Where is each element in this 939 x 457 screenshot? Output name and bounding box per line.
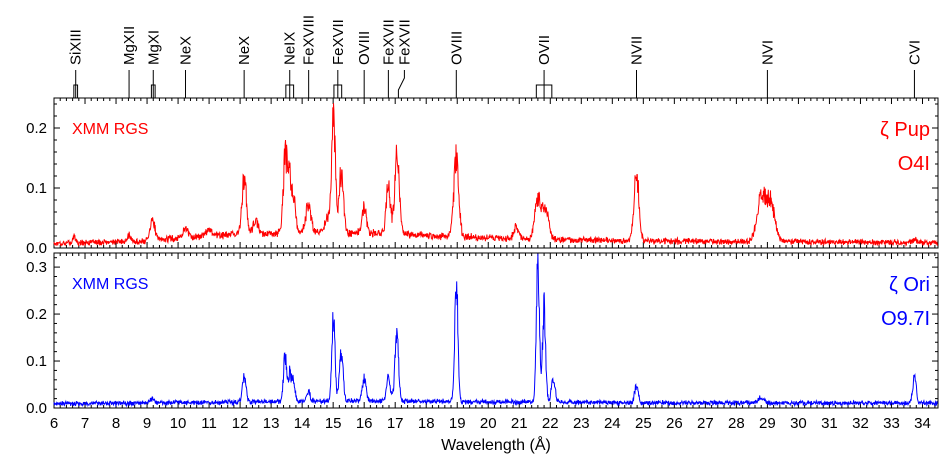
x-tick-label: 21	[511, 415, 528, 432]
line-id-label: OVIII	[356, 31, 373, 65]
x-tick-label: 19	[449, 415, 466, 432]
zeta-ori-spectral-type: O9.7I	[881, 308, 930, 330]
line-id-label: OVIII	[448, 31, 465, 65]
x-tick-label: 8	[112, 415, 120, 432]
x-tick-label: 9	[143, 415, 151, 432]
x-tick-label: 26	[666, 415, 683, 432]
line-id-label: MgXI	[145, 30, 162, 65]
zeta-pup-star-name: ζ Pup	[880, 119, 930, 141]
line-id-label: SiXIII	[68, 29, 85, 65]
x-tick-label: 20	[480, 415, 497, 432]
x-tick-label: 22	[542, 415, 559, 432]
x-tick-label: 12	[232, 415, 249, 432]
line-id-connector	[397, 70, 405, 98]
x-tick-label: 18	[418, 415, 435, 432]
y-tick-label: 0.2	[26, 306, 47, 323]
x-tick-label: 33	[883, 415, 900, 432]
line-id-label: FeXVII	[380, 19, 397, 65]
line-id-label: OVII	[536, 35, 553, 65]
zeta-ori-spectrum-line	[53, 253, 938, 408]
zeta-ori-panel-frame	[53, 252, 939, 409]
x-tick-label: 15	[325, 415, 342, 432]
x-tick-label: 32	[852, 415, 869, 432]
zeta-ori-instrument-label: XMM RGS	[72, 276, 148, 293]
x-tick-label: 24	[604, 415, 621, 432]
line-id-label: CVI	[906, 40, 923, 65]
x-tick-label: 7	[81, 415, 89, 432]
zeta-ori-panel: 0.0 0.1 0.2 0.3 XMM RGS ζ Ori O9.7I	[26, 252, 939, 417]
line-id-label: NeIX	[282, 32, 299, 65]
zeta-pup-instrument-label: XMM RGS	[72, 121, 148, 138]
x-tick-label: 17	[387, 415, 404, 432]
x-tick-label: 23	[573, 415, 590, 432]
line-id-label: NeX	[178, 36, 195, 65]
x-tick-label: 6	[50, 415, 58, 432]
line-id-label: NVII	[629, 36, 646, 65]
x-axis-tick-labels: 6 7 8 9 10 11 12 13 14 15 16 17 18 19 20 21 22 23 24 25 26 27…	[50, 415, 931, 432]
zeta-ori-star-name: ζ Ori	[889, 274, 930, 296]
line-id-label: NeX	[236, 36, 253, 65]
zeta-pup-panel-frame	[53, 97, 939, 249]
y-tick-label: 0.1	[26, 180, 47, 197]
line-identification-markers: SiXIII MgXII MgXI NeX NeX NeIX FeXVIII FeXVII OV…	[68, 15, 923, 99]
line-id-label: FeXVII	[330, 19, 347, 65]
x-tick-label: 31	[821, 415, 838, 432]
x-tick-label: 13	[263, 415, 280, 432]
x-tick-label: 27	[697, 415, 714, 432]
line-id-label: FeXVII	[396, 19, 413, 65]
x-tick-label: 14	[294, 415, 311, 432]
x-tick-label: 29	[759, 415, 776, 432]
zeta-pup-spectral-type: O4I	[898, 153, 930, 175]
y-tick-label: 0.0	[26, 240, 47, 257]
zeta-pup-axis-ticks: 0.0 0.1 0.2	[26, 98, 938, 257]
line-id-label: MgXII	[121, 26, 138, 65]
x-tick-label: 30	[790, 415, 807, 432]
x-axis-title: Wavelength (Å)	[441, 435, 551, 454]
line-id-label: FeXVIII	[301, 15, 318, 65]
x-tick-label: 16	[356, 415, 373, 432]
zeta-pup-panel: 0.0 0.1 0.2 XMM RGS ζ Pup O4I	[26, 97, 939, 257]
x-tick-label: 11	[201, 415, 217, 432]
x-tick-label: 34	[914, 415, 931, 432]
y-tick-label: 0.1	[26, 353, 47, 370]
y-tick-label: 0.0	[26, 400, 47, 417]
line-id-label: NVI	[759, 40, 776, 65]
x-tick-label: 25	[635, 415, 652, 432]
x-tick-label: 10	[170, 415, 187, 432]
y-tick-label: 0.3	[26, 259, 47, 276]
x-tick-label: 28	[728, 415, 745, 432]
y-tick-label: 0.2	[26, 120, 47, 137]
zeta-ori-axis-ticks: 0.0 0.1 0.2 0.3	[26, 253, 938, 417]
zeta-pup-spectrum-line	[53, 103, 939, 248]
